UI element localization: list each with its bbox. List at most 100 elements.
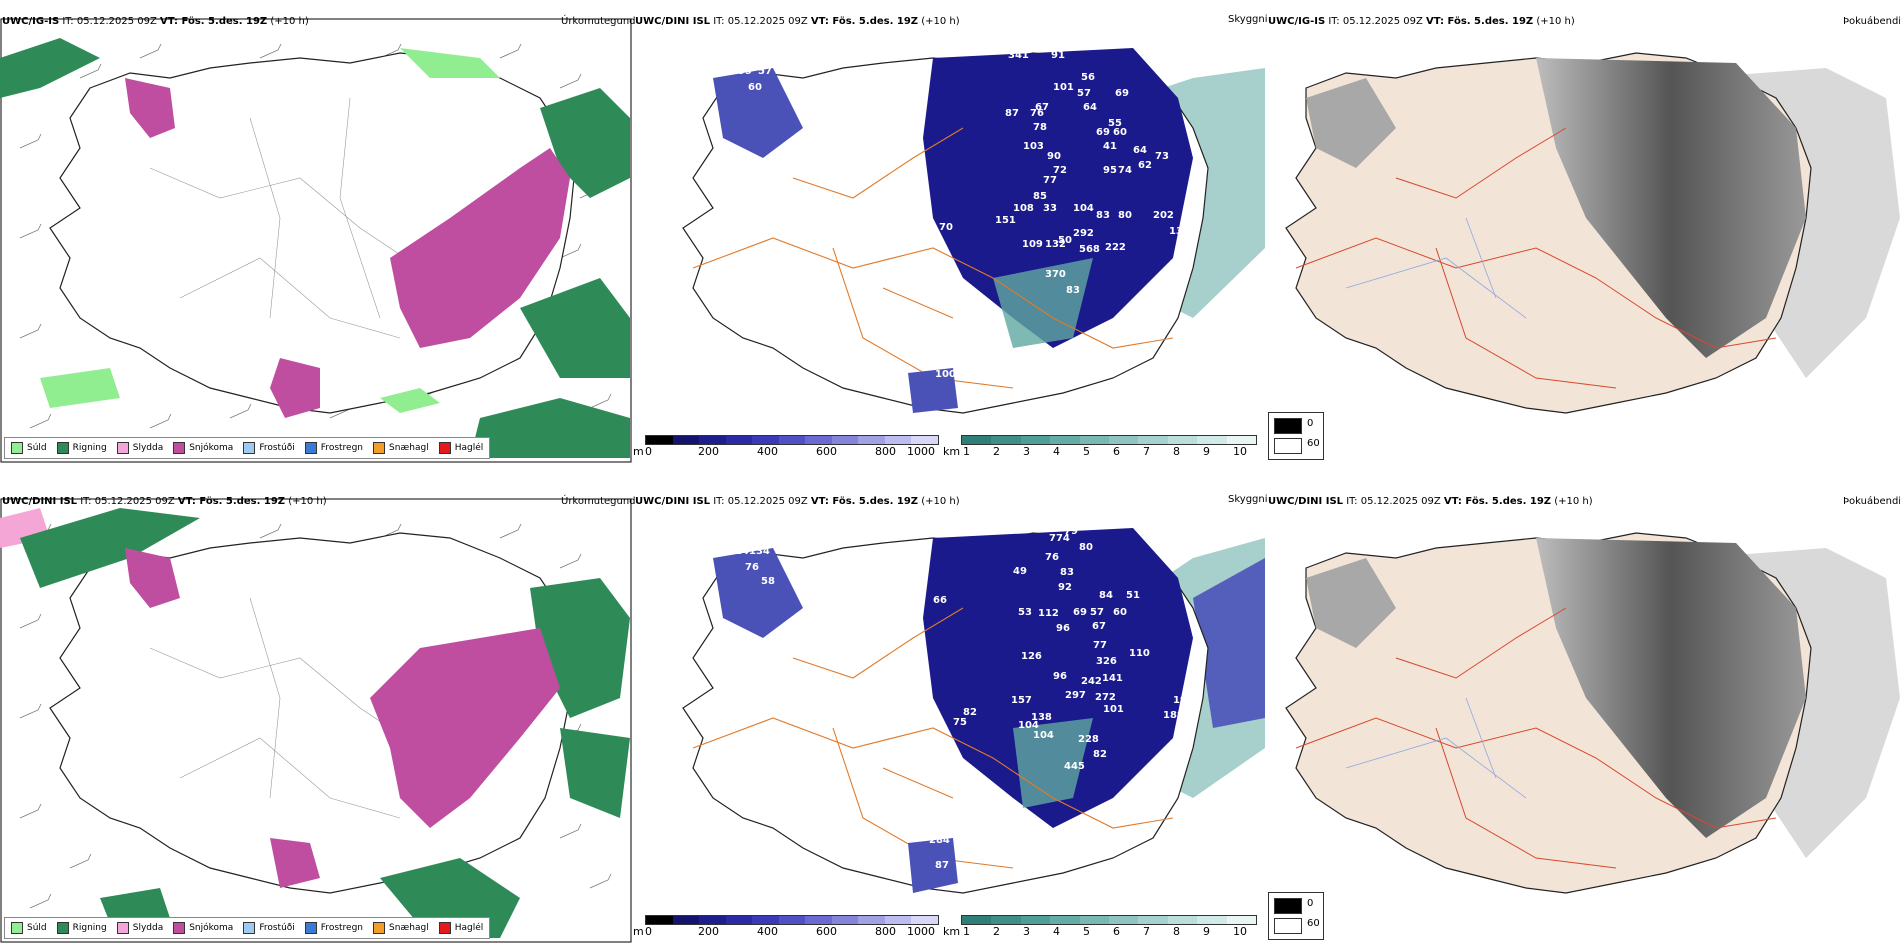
legend-item: Rigning <box>56 442 107 454</box>
ceiling-label: 112 <box>1038 608 1059 619</box>
legend-swatch <box>373 442 386 454</box>
precip-legend-2: Súld Rigning Slydda Snjókoma Frostúði Frostre… <box>4 917 491 939</box>
legend-item: Haglél <box>438 922 483 934</box>
legend-swatch <box>438 442 451 454</box>
ceiling-label: 91 <box>1051 50 1065 61</box>
colorbar-step <box>1167 436 1198 444</box>
fog-key-2: 0 60 <box>1268 892 1324 940</box>
colorbar-step <box>778 436 806 444</box>
colorbar-step <box>911 436 939 444</box>
ceiling-label: 134 <box>749 546 770 557</box>
legend-item: Snjókoma <box>173 442 233 454</box>
legend-item: Haglél <box>438 442 483 454</box>
legend-item: Frostúði <box>243 442 295 454</box>
ceiling-label: 90 <box>1047 151 1061 162</box>
ceiling-label: 64 <box>1083 102 1097 113</box>
ceiling-label: 69 <box>1073 607 1087 618</box>
legend-swatch <box>304 442 317 454</box>
legend-item: Frostregn <box>304 442 363 454</box>
legend-label: Frostúði <box>259 443 295 453</box>
colorbar-step <box>962 436 992 444</box>
ceiling-label: 96 <box>1056 623 1070 634</box>
legend-swatch <box>56 922 69 934</box>
ceiling-label: 135 <box>1169 226 1190 237</box>
legend-label: Rigning <box>72 443 107 453</box>
legend-swatch <box>116 442 129 454</box>
ceiling-label: 100 <box>935 369 956 380</box>
legend-swatch <box>173 922 186 934</box>
legend-swatch <box>373 922 386 934</box>
colorbar-step <box>1167 916 1198 924</box>
precip-map-2 <box>0 498 632 943</box>
colorbar-step <box>1109 916 1139 924</box>
ceiling-label: 138 <box>1031 712 1052 723</box>
legend-item: Slydda <box>116 442 163 454</box>
ceiling-label: 84 <box>1099 590 1113 601</box>
legend-label: Frostúði <box>259 923 295 933</box>
ceiling-label: 76 <box>745 562 759 573</box>
ceiling-label: 80 <box>1079 542 1093 553</box>
legend-item: Frostúði <box>243 922 295 934</box>
colorbar-step <box>884 916 912 924</box>
ceiling-label: 58 <box>761 576 775 587</box>
fog-title-1: Þokuábendi <box>1843 16 1900 27</box>
fog-panel-2: UWC/DINI ISL IT: 05.12.2025 09Z VT: Fös.… <box>1266 496 1900 943</box>
precip-panel-1: UWC/IG-IS IT: 05.12.2025 09Z VT: Fös. 5.… <box>0 16 636 463</box>
legend-swatch <box>243 922 256 934</box>
ceiling-label: 67 <box>1035 102 1049 113</box>
ceiling-label: 92 <box>1058 582 1072 593</box>
ceiling-label: 110 <box>1129 648 1150 659</box>
legend-label: Frostregn <box>320 923 364 933</box>
ceiling-label: 326 <box>1096 656 1117 667</box>
ceiling-label: 56 <box>1081 72 1095 83</box>
ceiling-label: 50 <box>1058 235 1072 246</box>
precip-title-1: Úrkomutegund <box>561 16 636 27</box>
ceiling-label: 151 <box>995 215 1016 226</box>
legend-label: Snæhagl <box>389 923 429 933</box>
ceiling-label: 222 <box>1105 242 1126 253</box>
ceiling-label: 41 <box>1103 141 1117 152</box>
ceiling-label: 66 <box>933 595 947 606</box>
ceiling-label: 96 <box>1053 671 1067 682</box>
legend-label: Súld <box>27 443 47 453</box>
colorbar-step <box>778 916 806 924</box>
ceiling-label: 101 <box>1103 704 1124 715</box>
ceiling-label: 568 <box>1079 244 1100 255</box>
ceiling-label: 109 <box>1022 239 1043 250</box>
legend-swatch <box>56 442 69 454</box>
ceiling-label: 104 <box>1033 730 1054 741</box>
ceiling-label: 49 <box>1013 566 1027 577</box>
precip-map-1 <box>0 18 632 463</box>
colorbar-step <box>1050 916 1080 924</box>
colorbar-step <box>752 916 779 924</box>
colorbar-step <box>725 916 753 924</box>
precip-legend-1: Súld Rigning Slydda Snjókoma Frostúði Frostre… <box>4 437 491 459</box>
ceiling-label: 33 <box>1043 203 1057 214</box>
ceiling-label: 60 <box>748 82 762 93</box>
fog-panel-1: UWC/IG-IS IT: 05.12.2025 09Z VT: Fös. 5.… <box>1266 16 1900 463</box>
ceiling-label: 370 <box>1045 269 1066 280</box>
ceiling-label: 341 <box>1008 50 1029 61</box>
colorbar-step <box>991 916 1021 924</box>
precip-title-2: Úrkomutegund <box>561 496 636 507</box>
ceiling-label: 108 <box>1013 203 1034 214</box>
ceiling-label: 284 <box>929 835 950 846</box>
ceiling-label: 593 <box>907 348 928 359</box>
ceiling-label: 188 <box>1163 710 1184 721</box>
colorbar-step <box>672 436 700 444</box>
visibility-colorbar-2: km 1 2 3 4 5 6 7 8 9 10 <box>943 915 1259 941</box>
ceiling-label: 82 <box>963 707 977 718</box>
fog-key-1: 0 60 <box>1268 412 1324 460</box>
ceiling-label: 774 <box>1049 533 1070 544</box>
ceiling-panel-2: 774 79 124 134 80 76 76 49 83 58 92 84 51 66 53 69 57 60 1… <box>633 494 1268 943</box>
ceiling-label: 272 <box>1095 692 1116 703</box>
legend-item: Súld <box>11 442 47 454</box>
ceiling-label: 76 <box>1030 108 1044 119</box>
legend-item: Súld <box>11 922 47 934</box>
legend-label: Snjókoma <box>189 923 234 933</box>
ceiling-label: 83 <box>1060 567 1074 578</box>
ceiling-panel-1: 341 91 99 57 56 67 60 69 87 76 101 57 64 55 69 60 78 103 9… <box>633 14 1268 463</box>
colorbar-step <box>831 436 859 444</box>
